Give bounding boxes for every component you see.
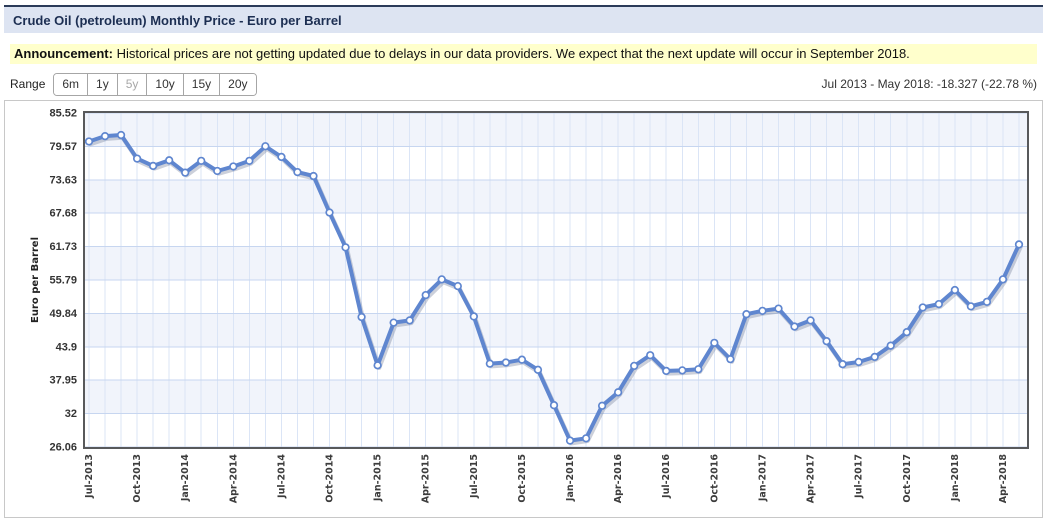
title-bar: Crude Oil (petroleum) Monthly Price - Eu… xyxy=(4,7,1043,33)
svg-text:Apr-2017: Apr-2017 xyxy=(806,454,817,503)
svg-text:67.68: 67.68 xyxy=(49,208,77,220)
svg-text:26.06: 26.06 xyxy=(49,442,77,454)
svg-text:Oct-2013: Oct-2013 xyxy=(132,454,143,503)
range-button-group: 6m 1y 5y 10y 15y 20y xyxy=(53,72,257,96)
price-chart: 85.52 79.57 73.63 67.68 61.73 55.79 49.84 43.9 3… xyxy=(30,108,1029,504)
svg-text:Apr-2016: Apr-2016 xyxy=(613,454,624,504)
svg-text:Jan-2016: Jan-2016 xyxy=(565,454,576,502)
svg-text:Jul-2014: Jul-2014 xyxy=(276,454,287,499)
svg-text:Jan-2014: Jan-2014 xyxy=(180,454,191,502)
range-toolbar: Range 6m 1y 5y 10y 15y 20y Jul 2013 - May 201… xyxy=(10,72,1037,96)
range-button-1y[interactable]: 1y xyxy=(87,73,117,95)
range-button-10y[interactable]: 10y xyxy=(146,73,183,95)
svg-text:Apr-2014: Apr-2014 xyxy=(228,454,239,504)
svg-text:Oct-2014: Oct-2014 xyxy=(325,454,336,503)
chart-container: 85.52 79.57 73.63 67.68 61.73 55.79 49.84 43.9 3… xyxy=(4,100,1043,518)
svg-text:Jan-2017: Jan-2017 xyxy=(757,454,768,502)
svg-text:73.63: 73.63 xyxy=(49,174,77,186)
page: Crude Oil (petroleum) Monthly Price - Eu… xyxy=(0,5,1047,518)
svg-text:Oct-2016: Oct-2016 xyxy=(709,454,720,503)
svg-text:Jan-2018: Jan-2018 xyxy=(950,454,961,502)
y-axis-title: Euro per Barrel xyxy=(30,237,41,323)
svg-text:Apr-2015: Apr-2015 xyxy=(421,454,432,503)
range-button-6m[interactable]: 6m xyxy=(54,73,88,95)
svg-text:Jul-2013: Jul-2013 xyxy=(84,454,95,499)
svg-text:Jul-2017: Jul-2017 xyxy=(854,454,865,499)
range-label: Range xyxy=(10,77,46,91)
svg-text:Jan-2015: Jan-2015 xyxy=(373,454,384,502)
range-button-5y[interactable]: 5y xyxy=(116,73,147,95)
svg-text:37.95: 37.95 xyxy=(49,375,77,387)
date-range-summary: Jul 2013 - May 2018: -18.327 (-22.78 %) xyxy=(821,77,1037,91)
svg-text:32: 32 xyxy=(65,408,77,420)
svg-text:43.9: 43.9 xyxy=(56,341,77,353)
page-title: Crude Oil (petroleum) Monthly Price - Eu… xyxy=(13,12,342,28)
svg-text:79.57: 79.57 xyxy=(49,141,77,153)
svg-text:Oct-2015: Oct-2015 xyxy=(517,454,528,503)
announcement-label: Announcement: xyxy=(14,46,113,61)
svg-text:49.84: 49.84 xyxy=(49,308,77,320)
svg-text:85.52: 85.52 xyxy=(49,108,77,120)
announcement-text: Historical prices are not getting update… xyxy=(112,46,910,61)
svg-text:Jul-2015: Jul-2015 xyxy=(469,454,480,499)
range-button-20y[interactable]: 20y xyxy=(219,73,256,95)
top-rule xyxy=(4,5,1043,7)
svg-text:Jul-2016: Jul-2016 xyxy=(661,454,672,499)
svg-text:55.79: 55.79 xyxy=(49,275,77,287)
announcement-banner: Announcement: Historical prices are not … xyxy=(10,44,1037,64)
svg-text:Oct-2017: Oct-2017 xyxy=(902,454,913,503)
range-button-15y[interactable]: 15y xyxy=(182,73,220,95)
svg-text:Apr-2018: Apr-2018 xyxy=(998,454,1009,504)
svg-text:61.73: 61.73 xyxy=(49,241,77,253)
